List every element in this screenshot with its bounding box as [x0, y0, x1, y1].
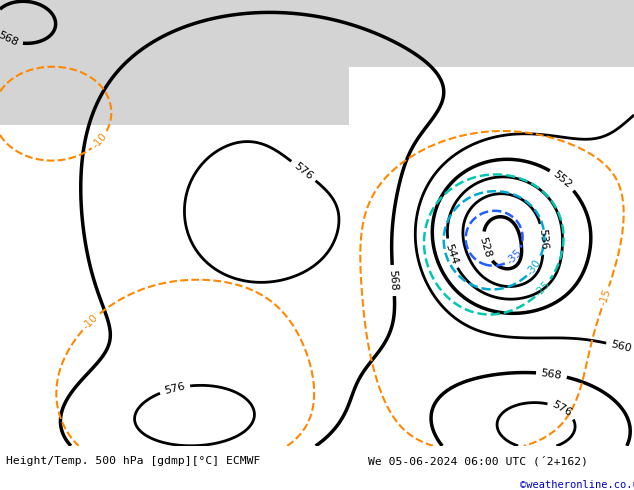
Text: 576: 576 [550, 399, 574, 418]
Text: 568: 568 [0, 30, 20, 49]
Text: -25: -25 [534, 279, 553, 298]
Text: 552: 552 [551, 169, 574, 190]
Text: -10: -10 [81, 313, 100, 331]
Text: ©weatheronline.co.uk: ©weatheronline.co.uk [520, 480, 634, 490]
Text: -30: -30 [526, 257, 543, 277]
Text: 568: 568 [540, 368, 563, 381]
Text: Height/Temp. 500 hPa [gdmp][°C] ECMWF: Height/Temp. 500 hPa [gdmp][°C] ECMWF [6, 456, 261, 466]
Text: 576: 576 [292, 160, 315, 181]
Text: 528: 528 [477, 235, 493, 259]
Text: -35: -35 [505, 247, 524, 267]
Text: 568: 568 [387, 270, 399, 292]
Text: -15: -15 [598, 288, 613, 307]
Text: 536: 536 [537, 228, 548, 250]
Text: 544: 544 [443, 242, 459, 266]
Text: 576: 576 [164, 381, 186, 396]
Text: We 05-06-2024 06:00 UTC (´2+162): We 05-06-2024 06:00 UTC (´2+162) [368, 456, 588, 466]
Text: -10: -10 [91, 131, 110, 150]
Text: 560: 560 [610, 339, 633, 354]
